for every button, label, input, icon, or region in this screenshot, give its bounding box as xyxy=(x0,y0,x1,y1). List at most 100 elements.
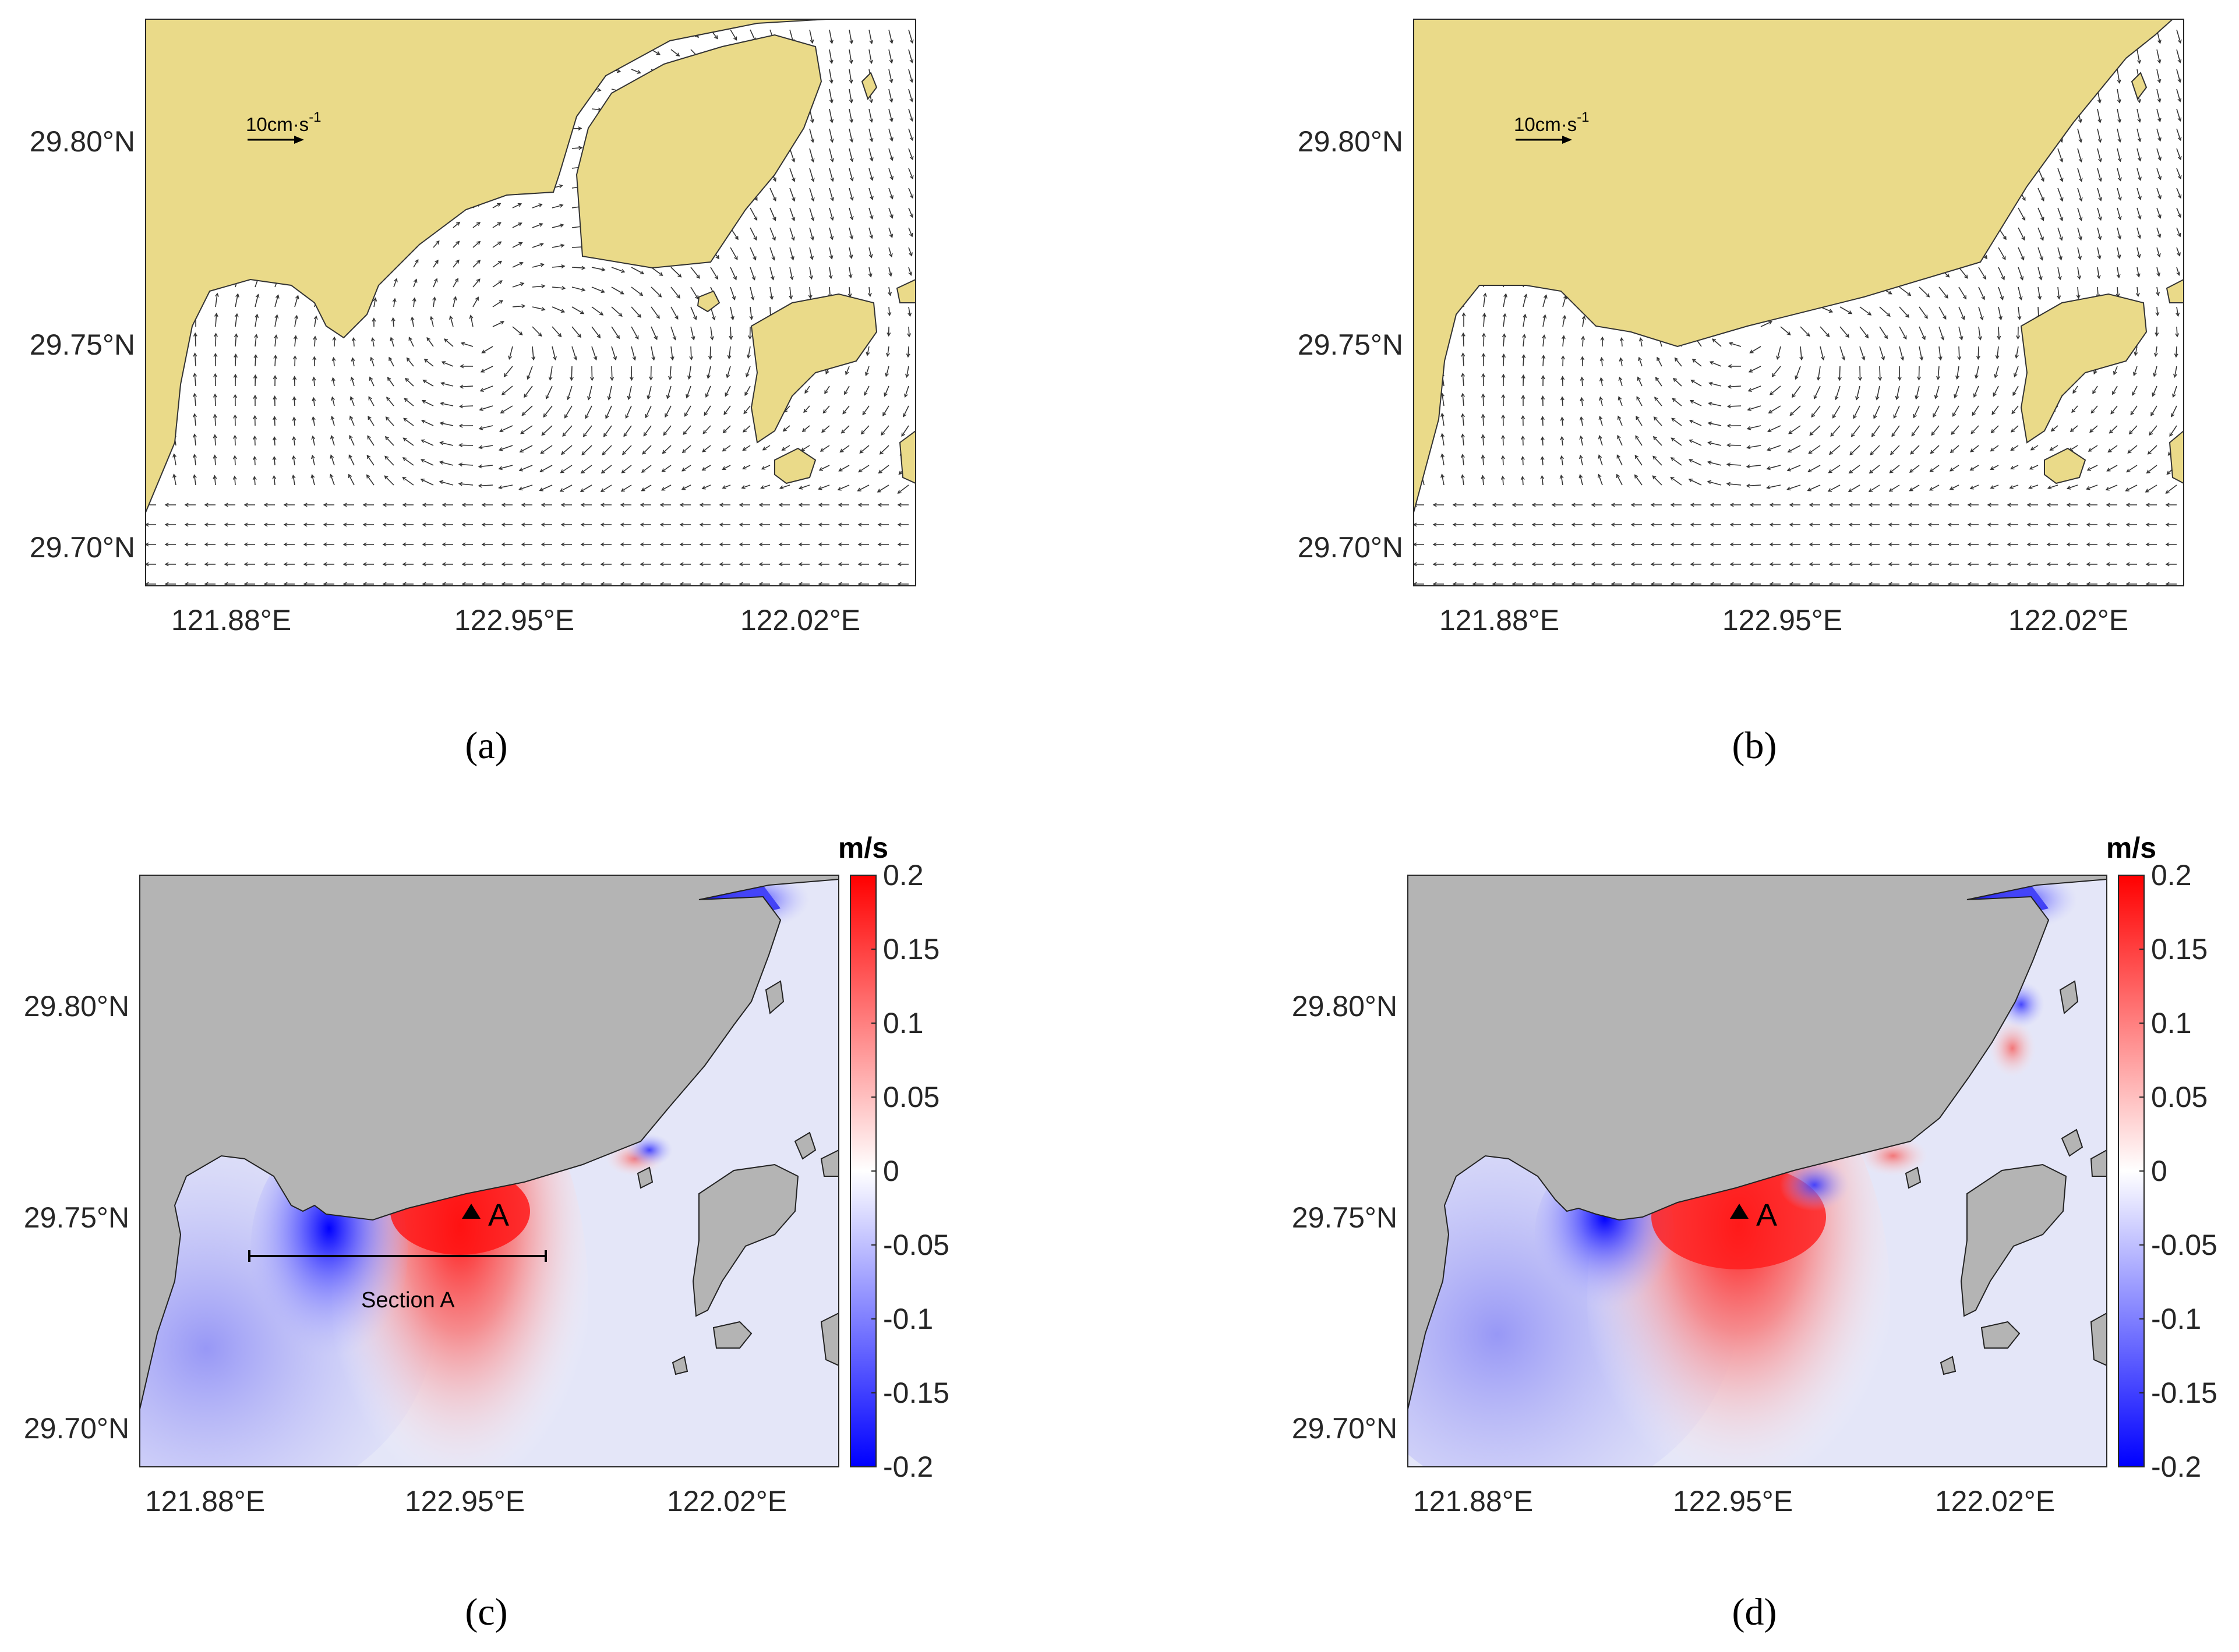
velocity-arrowhead xyxy=(798,486,803,490)
velocity-arrowhead xyxy=(303,582,308,586)
velocity-arrowhead xyxy=(520,430,525,434)
velocity-arrow xyxy=(1970,465,1979,471)
velocity-arrowhead xyxy=(1827,488,1832,492)
velocity-arrowhead xyxy=(2026,503,2031,507)
velocity-arrow xyxy=(350,397,355,406)
velocity-arrowhead xyxy=(1600,336,1605,341)
panel-d-land-island-large xyxy=(1960,1163,2067,1317)
velocity-arrow xyxy=(838,484,850,490)
velocity-arrowhead xyxy=(461,582,466,586)
velocity-arrow xyxy=(581,445,592,455)
panel-d-caption: (d) xyxy=(1732,1591,1777,1633)
velocity-arrowhead xyxy=(610,377,615,381)
velocity-arrow xyxy=(560,484,573,492)
velocity-arrowhead xyxy=(699,503,704,507)
velocity-arrowhead xyxy=(1414,582,1417,586)
velocity-arrowhead xyxy=(810,139,815,143)
velocity-arrowhead xyxy=(559,488,564,492)
velocity-arrow xyxy=(1839,326,1849,338)
velocity-arrowhead xyxy=(2171,413,2175,418)
velocity-arrowhead xyxy=(184,503,189,507)
velocity-arrow xyxy=(888,128,893,142)
velocity-arrow xyxy=(809,207,814,221)
velocity-arrowhead xyxy=(1432,503,1437,507)
velocity-arrowhead xyxy=(1611,542,1615,547)
velocity-arrowhead xyxy=(2177,78,2182,83)
velocity-arrow xyxy=(2129,425,2138,434)
velocity-arrow xyxy=(1899,306,1909,318)
velocity-arrow xyxy=(684,405,691,417)
velocity-arrowhead xyxy=(701,486,706,490)
velocity-arrow xyxy=(761,484,771,489)
velocity-arrowhead xyxy=(294,314,299,320)
velocity-arrowhead xyxy=(1531,542,1536,547)
velocity-arrow xyxy=(274,295,279,307)
velocity-arrowhead xyxy=(204,542,209,547)
velocity-arrowhead xyxy=(1452,582,1457,586)
velocity-arrowhead xyxy=(1461,392,1465,397)
velocity-arrowhead xyxy=(213,393,217,398)
velocity-arrowhead xyxy=(1969,486,1974,490)
velocity-arrowhead xyxy=(659,522,664,527)
velocity-arrowhead xyxy=(518,222,522,227)
velocity-arrowhead xyxy=(1766,466,1771,471)
velocity-arrowhead xyxy=(351,337,356,342)
velocity-arrowhead xyxy=(193,433,197,438)
velocity-arrow xyxy=(809,247,813,260)
velocity-arrow xyxy=(789,247,794,260)
velocity-arrowhead xyxy=(1970,430,1975,434)
velocity-arrow xyxy=(1767,465,1781,469)
panel-d-land-island-small1 xyxy=(1980,1321,2021,1349)
velocity-arrow xyxy=(2148,445,2157,455)
velocity-arrowhead xyxy=(887,312,892,317)
velocity-arrowhead xyxy=(1652,475,1657,480)
velocity-arrowhead xyxy=(349,434,353,440)
velocity-arrowhead xyxy=(1994,374,1998,378)
velocity-arrow xyxy=(499,465,513,469)
velocity-arrow xyxy=(1772,366,1781,377)
velocity-arrowhead xyxy=(541,307,546,312)
velocity-arrow xyxy=(867,346,870,356)
velocity-arrow xyxy=(2173,385,2177,398)
panel-a-land-island-small3 xyxy=(861,72,878,101)
velocity-arrow xyxy=(705,385,711,397)
velocity-arrowhead xyxy=(303,542,308,547)
velocity-arrow xyxy=(2136,108,2141,122)
velocity-arrowhead xyxy=(2116,274,2121,279)
velocity-arrow xyxy=(330,455,335,466)
velocity-arrow xyxy=(369,377,375,387)
velocity-arrowhead xyxy=(2072,389,2076,394)
velocity-arrowhead xyxy=(804,389,808,394)
panel-d-land-island-small2 xyxy=(2059,980,2079,1014)
velocity-arrowhead xyxy=(2021,236,2025,241)
velocity-arrow xyxy=(552,245,564,248)
velocity-arrow xyxy=(1800,326,1810,337)
velocity-arrowhead xyxy=(423,359,428,363)
velocity-arrow xyxy=(1462,434,1464,446)
velocity-arrow xyxy=(1729,342,1742,347)
velocity-arrowhead xyxy=(1809,542,1813,547)
velocity-arrow xyxy=(769,247,775,260)
velocity-arrowhead xyxy=(1911,432,1916,437)
velocity-arrowhead xyxy=(1578,474,1583,479)
velocity-arrow xyxy=(1689,479,1702,486)
velocity-arrowhead xyxy=(791,197,796,202)
velocity-arrowhead xyxy=(1816,376,1821,381)
velocity-arrowhead xyxy=(779,485,784,490)
velocity-arrow xyxy=(385,436,394,446)
velocity-arrowhead xyxy=(681,468,686,472)
velocity-arrow xyxy=(1620,358,1623,367)
velocity-arrowhead xyxy=(2176,312,2180,317)
panel-a-scale-arrow: 10cm·s-1 xyxy=(246,109,322,144)
velocity-arrowhead xyxy=(442,582,446,586)
velocity-arrowhead xyxy=(214,332,218,337)
velocity-arrowhead xyxy=(2010,465,2015,470)
velocity-arrow xyxy=(1859,306,1871,316)
velocity-arrowhead xyxy=(1551,542,1556,547)
velocity-arrow xyxy=(1463,333,1464,347)
velocity-arrowhead xyxy=(887,332,891,337)
velocity-arrowhead xyxy=(734,235,739,240)
velocity-arrowhead xyxy=(668,376,673,380)
velocity-arrowhead xyxy=(681,486,686,490)
velocity-arrow xyxy=(2117,128,2121,142)
